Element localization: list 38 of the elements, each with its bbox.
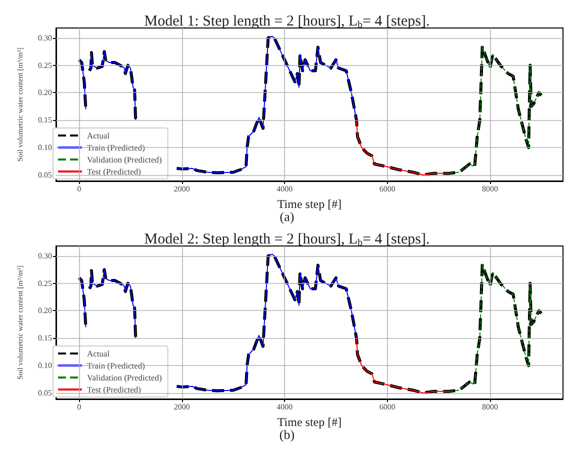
line-series	[448, 264, 542, 392]
y-tick-label: 0.10	[38, 361, 52, 370]
text: (b)	[279, 427, 295, 442]
y-tick-label: 0.05	[38, 170, 52, 180]
x-tick-label: 2000	[174, 184, 190, 194]
x-tick-label: 6000	[379, 184, 396, 194]
x-tick-label: 0	[77, 402, 82, 412]
legend-label: Train (Predicted)	[87, 142, 146, 152]
legend-label: Actual	[87, 348, 110, 358]
x-axis-title: Time step [#]	[277, 197, 342, 211]
legend-label: Test (Predicted)	[87, 166, 142, 176]
y-tick-label: 0.30	[38, 33, 52, 42]
y-tick-label: 0.10	[38, 143, 52, 152]
legend-label: Train (Predicted)	[87, 360, 146, 370]
line-series	[356, 338, 450, 394]
x-axis-title: Time step [#]	[277, 415, 342, 429]
x-tick-label: 4000	[276, 402, 293, 412]
y-tick-label: 0.20	[38, 88, 52, 98]
y-tick-label: 0.25	[38, 60, 52, 70]
x-tick-label: 0	[77, 184, 82, 194]
x-tick-label: 8000	[482, 402, 498, 412]
text: (a)	[280, 209, 294, 224]
x-tick-label: 4000	[276, 184, 293, 194]
x-tick-label: 2000	[174, 402, 190, 412]
line-series	[356, 120, 450, 176]
y-tick-label: 0.15	[38, 334, 52, 343]
legend-label: Actual	[87, 130, 110, 140]
legend-label: Test (Predicted)	[87, 384, 142, 394]
y-tick-label: 0.20	[38, 306, 52, 316]
y-tick-label: 0.05	[38, 388, 52, 398]
y-tick-label: 0.15	[38, 116, 52, 125]
line-series	[448, 46, 542, 174]
y-tick-label: 0.25	[38, 278, 52, 288]
x-tick-label: 6000	[379, 402, 396, 412]
y-tick-label: 0.30	[38, 251, 52, 260]
x-tick-label: 8000	[482, 184, 498, 194]
legend-label: Validation (Predicted)	[87, 154, 162, 164]
legend-label: Validation (Predicted)	[87, 372, 162, 382]
